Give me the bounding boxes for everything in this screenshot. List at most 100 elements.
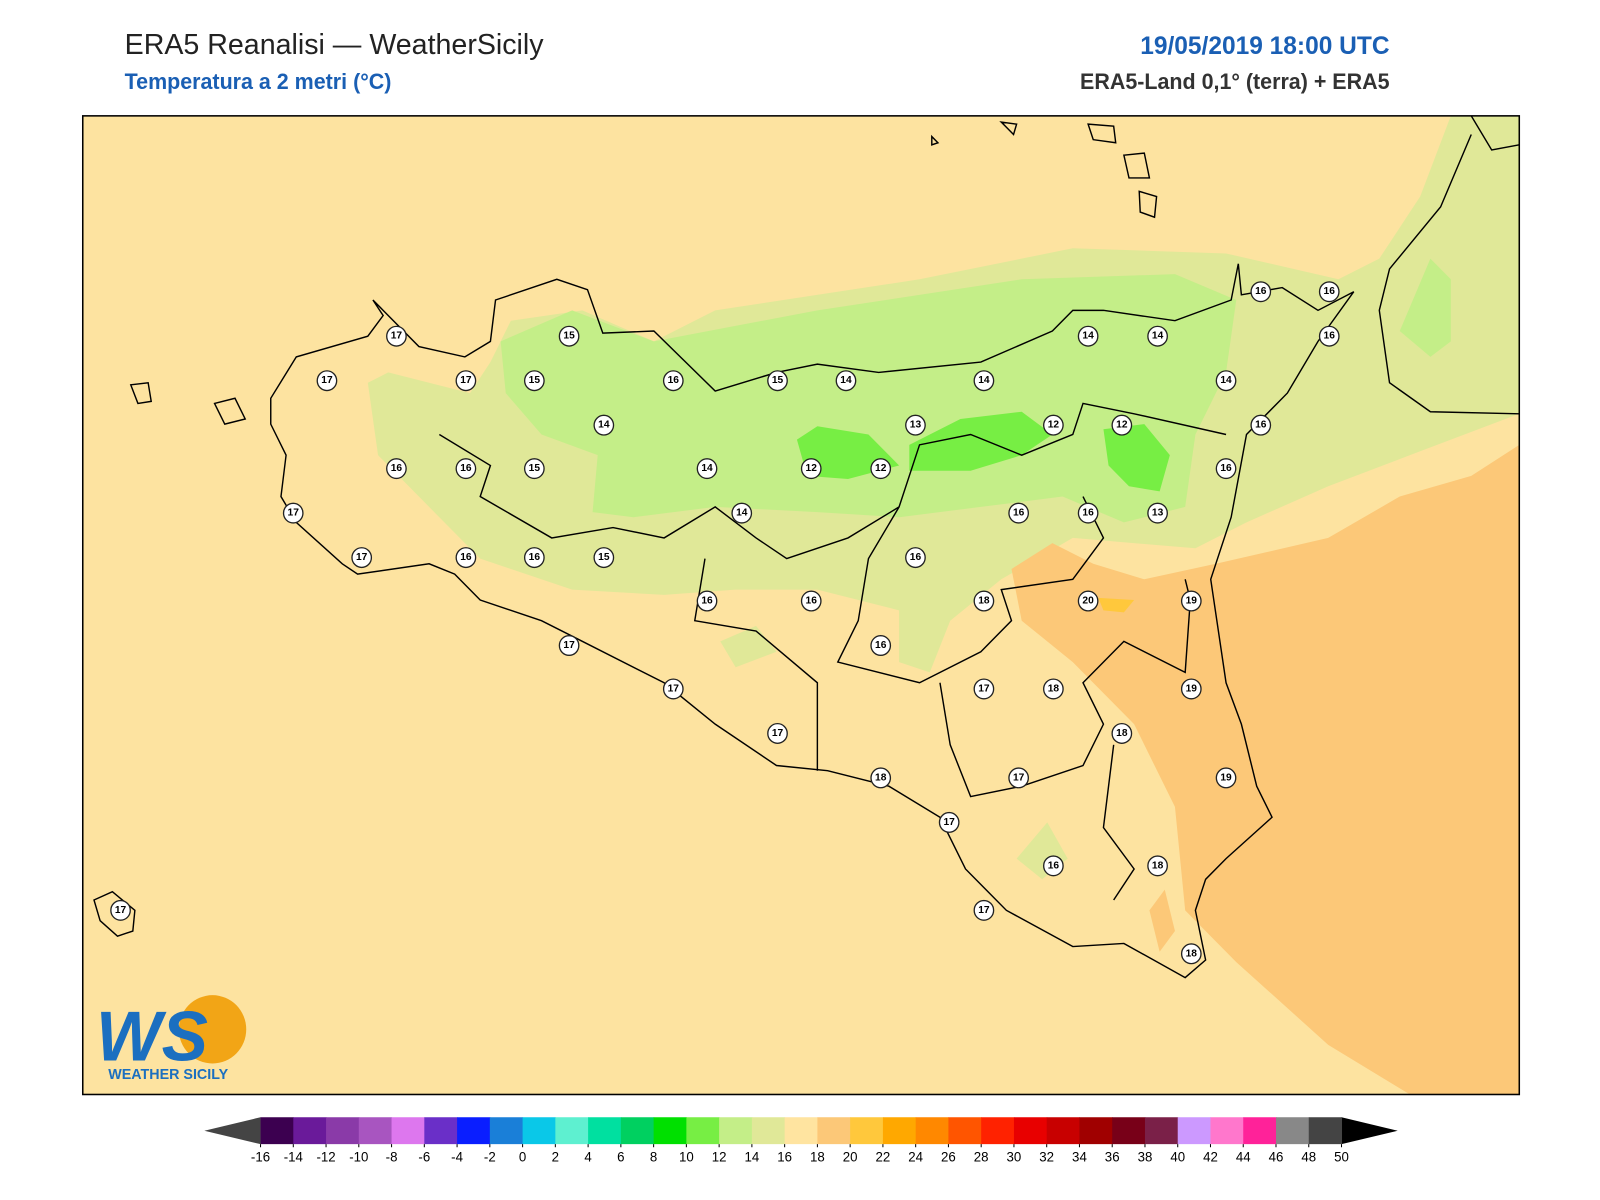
station: 15 [558, 325, 580, 347]
station-value: 16 [910, 552, 922, 563]
station-marker [523, 547, 545, 569]
station-value: 12 [875, 463, 887, 474]
station-marker [593, 414, 615, 436]
station-marker [662, 678, 684, 700]
station: 16 [662, 370, 684, 392]
colorbar-tick-label: 30 [1007, 1150, 1022, 1165]
station-marker [1180, 590, 1202, 612]
colorbar-tick-label: -4 [451, 1150, 463, 1165]
station-marker [1180, 678, 1202, 700]
colorbar-bin [260, 1117, 294, 1145]
station: 12 [870, 458, 892, 480]
station-value: 15 [529, 375, 541, 386]
station: 14 [731, 502, 753, 524]
station-marker [870, 458, 892, 480]
colorbar-tick-label: 4 [584, 1150, 592, 1165]
station: 14 [1147, 325, 1168, 347]
colorbar-bin [817, 1117, 851, 1145]
station-value: 12 [806, 463, 818, 474]
colorbar-tick-label: 24 [908, 1150, 923, 1165]
station-value: 15 [598, 552, 610, 563]
station-marker [351, 547, 373, 569]
station-marker [973, 590, 995, 612]
station-marker [1250, 281, 1272, 303]
station-value: 18 [1048, 683, 1060, 694]
station-marker [973, 370, 995, 392]
station-value: 19 [1186, 596, 1198, 607]
colorbar-over [1341, 1117, 1398, 1145]
station-marker [455, 547, 477, 569]
station-marker [905, 414, 926, 436]
station-value: 17 [460, 375, 472, 386]
colorbar-tick-label: 12 [712, 1150, 727, 1165]
station: 16 [1318, 325, 1340, 347]
station: 20 [1077, 590, 1099, 612]
station-marker [523, 458, 545, 480]
station-value: 17 [356, 552, 368, 563]
station: 13 [1147, 502, 1168, 524]
station: 17 [767, 722, 788, 744]
station: 16 [870, 635, 892, 657]
colorbar-under [204, 1117, 261, 1145]
station-value: 14 [1082, 331, 1094, 342]
station-value: 17 [668, 683, 680, 694]
station: 14 [1077, 325, 1099, 347]
colorbar-tick-label: 28 [974, 1150, 989, 1165]
station-value: 16 [460, 552, 472, 563]
station-value: 14 [701, 463, 713, 474]
station: 13 [905, 414, 926, 436]
station-value: 14 [598, 420, 610, 431]
station-marker [386, 325, 407, 347]
station: 18 [973, 590, 995, 612]
station: 17 [1008, 767, 1030, 789]
station-marker [938, 811, 960, 833]
station-marker [973, 678, 995, 700]
colorbar-tick-label: 14 [744, 1150, 759, 1165]
colorbar-bin [522, 1117, 556, 1145]
station: 16 [1215, 458, 1237, 480]
station-marker [1111, 414, 1133, 436]
station: 16 [523, 547, 545, 569]
station-marker [767, 722, 788, 744]
station-value: 16 [1255, 286, 1267, 297]
station: 17 [662, 678, 684, 700]
station-labels: 17 17 17 15 15 14 16 15 14 13 14 12 14 12 14 14 16 16 16 16… [110, 281, 1340, 965]
station: 16 [1250, 414, 1272, 436]
station-marker [455, 458, 477, 480]
station-marker [1077, 502, 1099, 524]
station: 19 [1215, 767, 1237, 789]
station-value: 14 [736, 508, 748, 519]
temp-area-14-16 [720, 625, 1068, 880]
station-value: 18 [1152, 860, 1164, 871]
station-value: 13 [1152, 508, 1164, 519]
station: 16 [455, 547, 477, 569]
station-value: 12 [1048, 420, 1060, 431]
station: 14 [835, 370, 857, 392]
station-value: 17 [772, 728, 784, 739]
datetime: 19/05/2019 18:00 UTC [1140, 33, 1389, 60]
colorbar-bin [1144, 1117, 1179, 1145]
colorbar-tick-label: 2 [552, 1150, 559, 1165]
colorbar: -16 -14 -12 -10 -8 -6 -4 -2 0 2 4 6 8 10 12 14 16 18 20 22 2… [204, 1117, 1398, 1165]
colorbar-bin [1079, 1117, 1113, 1145]
station-marker [1147, 855, 1168, 877]
station-value: 19 [1186, 683, 1198, 694]
station: 18 [1043, 678, 1064, 700]
station-value: 16 [701, 596, 713, 607]
station-marker [1147, 502, 1168, 524]
colorbar-tick-label: -12 [316, 1150, 335, 1165]
station-value: 16 [1324, 331, 1336, 342]
station: 19 [1180, 590, 1202, 612]
temp-area-10-12 [796, 411, 1170, 492]
colorbar-bin [1210, 1117, 1244, 1145]
station-marker [696, 590, 718, 612]
station: 17 [938, 811, 960, 833]
station: 18 [1111, 722, 1133, 744]
colorbar-bin [391, 1117, 425, 1145]
station-value: 16 [1048, 860, 1060, 871]
station: 14 [1215, 370, 1237, 392]
colorbar-tick-label: 40 [1170, 1150, 1185, 1165]
colorbar-tick-label: -2 [484, 1150, 496, 1165]
colorbar-tick-label: 48 [1301, 1150, 1316, 1165]
station-marker [1147, 325, 1168, 347]
